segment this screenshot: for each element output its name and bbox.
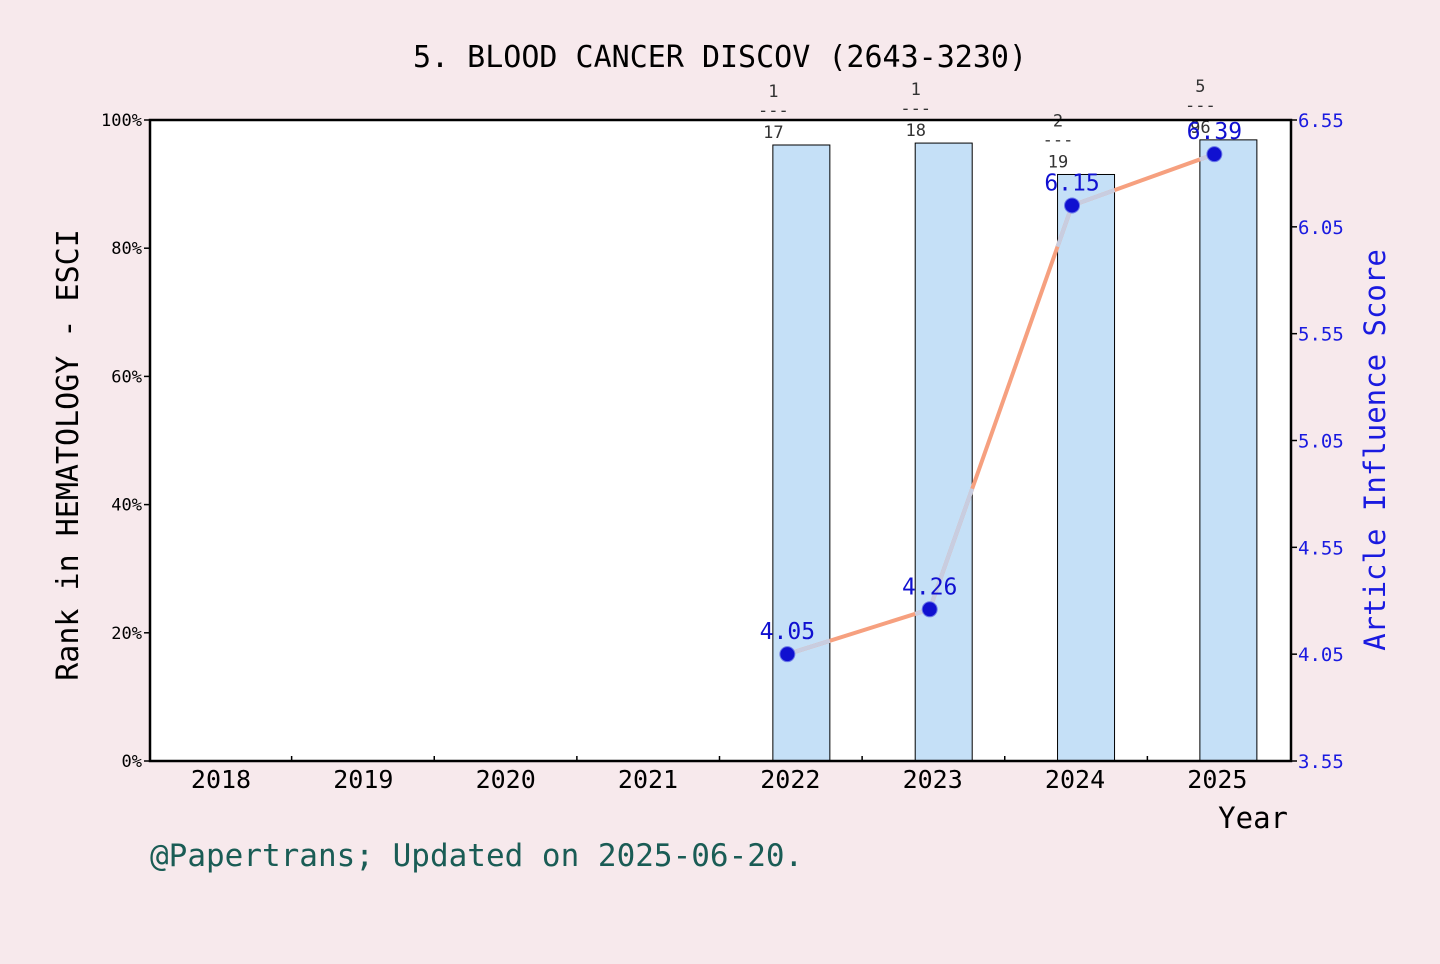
plot-area: [150, 120, 1291, 761]
right-tick-label: 5.55: [1298, 324, 1344, 346]
y-axis-right-label: Article Influence Score: [1358, 249, 1392, 651]
y-axis-left-label: Rank in HEMATOLOGY - ESCI: [51, 229, 86, 681]
left-tick-label: 60%: [111, 367, 142, 387]
rank-divider-2022: ---: [758, 101, 789, 121]
bar-2025: [1199, 139, 1258, 762]
right-tick-label: 3.55: [1298, 751, 1344, 773]
rank-denominator-2024: 19: [1048, 152, 1068, 172]
point-2025: [1206, 146, 1223, 163]
right-tick-label: 5.05: [1298, 431, 1344, 453]
line-overlap-start-2023: [927, 488, 975, 610]
x-tick-label-2025: 2025: [1187, 765, 1247, 794]
x-tick-label-2020: 2020: [476, 765, 536, 794]
point-2023: [921, 601, 938, 618]
x-tick-label-2019: 2019: [333, 765, 393, 794]
left-tick-label: 0%: [122, 752, 142, 772]
axes-layer: 0% 20% 40% 60% 80% 100% 3.55 4.05 4.55 5.05 5.55 6.…: [101, 110, 1344, 794]
point-label-2024: 6.15: [1044, 170, 1099, 196]
rank-denominator-2022: 17: [763, 123, 783, 143]
point-2024: [1064, 197, 1081, 214]
rank-divider-2025: ---: [1185, 96, 1216, 116]
right-tick-label: 6.55: [1298, 110, 1344, 132]
chart-title: 5. BLOOD CANCER DISCOV (2643-3230): [413, 40, 1027, 75]
right-tick-label: 4.55: [1298, 537, 1344, 559]
point-2022: [779, 646, 796, 663]
rank-numerator-2024: 2: [1053, 111, 1063, 131]
left-tick-label: 40%: [111, 496, 142, 516]
bar-2022: [772, 144, 831, 762]
rank-numerator-2025: 5: [1195, 77, 1205, 97]
point-label-2022: 4.05: [760, 619, 815, 645]
right-tick-label: 4.05: [1298, 644, 1344, 666]
x-tick-label-2018: 2018: [191, 765, 251, 794]
left-tick-label: 20%: [111, 624, 142, 644]
bar-2023: [914, 142, 973, 762]
bars-layer: 1---171---18 2---195---96: [758, 77, 1258, 762]
left-tick-label: 100%: [101, 111, 142, 131]
rank-divider-2024: ---: [1043, 130, 1074, 150]
right-tick-label: 6.05: [1298, 217, 1344, 239]
x-tick-label-2023: 2023: [903, 765, 963, 794]
rank-numerator-2023: 1: [911, 80, 921, 100]
bar-2024: [1057, 173, 1116, 762]
left-tick-label: 80%: [111, 239, 142, 259]
rank-divider-2023: ---: [900, 99, 931, 119]
line-layer: 4.05 4.26 6.15 6.39: [760, 119, 1242, 663]
x-tick-label-2024: 2024: [1045, 765, 1105, 794]
x-tick-label-2021: 2021: [618, 765, 678, 794]
x-axis-label: Year: [1218, 801, 1288, 835]
point-label-2023: 4.26: [902, 574, 957, 600]
point-label-2025: 6.39: [1187, 119, 1242, 145]
x-tick-label-2022: 2022: [760, 765, 820, 794]
rank-numerator-2022: 1: [768, 82, 778, 102]
rank-denominator-2023: 18: [905, 121, 925, 141]
rank-denominator-2025: 96: [1190, 118, 1210, 138]
footer-credit: @Papertrans; Updated on 2025-06-20.: [150, 838, 803, 874]
